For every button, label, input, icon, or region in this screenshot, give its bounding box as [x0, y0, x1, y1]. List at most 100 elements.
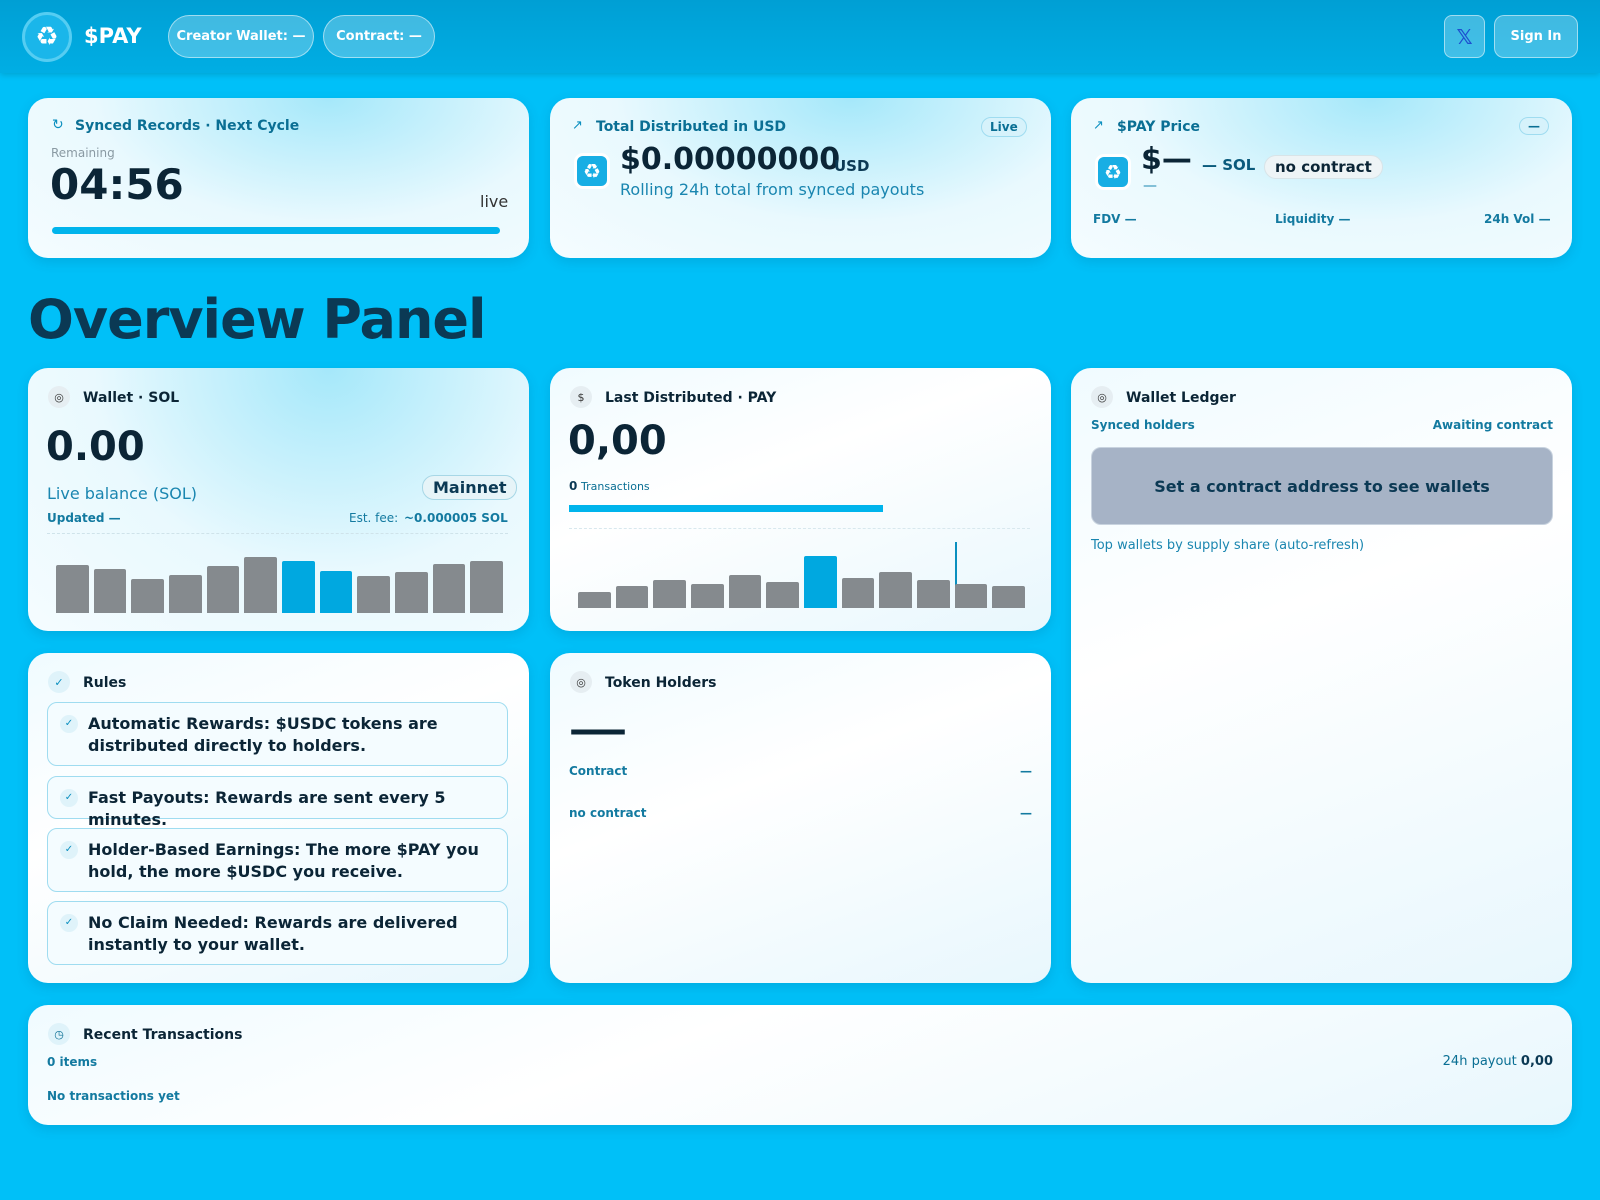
- bar: [282, 561, 315, 613]
- holder-count: —: [568, 707, 628, 753]
- price: $—: [1141, 142, 1192, 177]
- bar: [357, 576, 390, 613]
- icon: $: [570, 386, 592, 408]
- row-label: no contract: [569, 806, 647, 820]
- change-badge: —: [1519, 117, 1549, 135]
- rule-text: No Claim Needed: Rewards are delivered i…: [88, 913, 458, 954]
- icon: ◷: [48, 1023, 70, 1045]
- rule-item: ✓ No Claim Needed: Rewards are delivered …: [47, 901, 508, 965]
- payout: 24h payout 0,00: [1443, 1054, 1553, 1069]
- holders-card: ◎ Token Holders — Contract — no contract…: [550, 653, 1051, 983]
- check: ✓: [60, 715, 78, 733]
- card-title: Last Distributed · PAY: [605, 390, 777, 406]
- icon: ↗: [572, 118, 583, 133]
- card-title: Token Holders: [605, 675, 717, 691]
- icon: ◎: [570, 671, 592, 693]
- ledger-card: ◎ Wallet Ledger Synced holders Awaiting …: [1071, 368, 1572, 983]
- fdv: FDV —: [1093, 212, 1137, 226]
- bar: [395, 572, 428, 613]
- creator-wallet-button[interactable]: Creator Wallet: —: [168, 15, 314, 58]
- volume: 24h Vol —: [1484, 212, 1551, 226]
- row-value: —: [1020, 764, 1032, 778]
- icon: ◎: [1091, 386, 1113, 408]
- bar: [728, 575, 762, 608]
- bar: [653, 580, 686, 608]
- card-title: Total Distributed in USD: [596, 119, 787, 135]
- bar: [804, 556, 837, 608]
- bar: [432, 564, 466, 613]
- rules-card: ✓ Rules ✓ Automatic Rewards: $USDC tokens…: [28, 653, 529, 983]
- card-title: Synced Records · Next Cycle: [75, 118, 300, 134]
- remaining-label: Remaining: [51, 146, 115, 160]
- brand: $PAY: [84, 24, 142, 48]
- synced-holders: Synced holders: [1091, 418, 1195, 432]
- payout-label: 24h payout: [1442, 1054, 1517, 1069]
- cursor-line: [955, 542, 957, 590]
- tx-label: Transactions: [581, 480, 650, 493]
- page-title: Overview Panel: [28, 288, 487, 351]
- amount: 0,00: [568, 418, 667, 464]
- check: ✓: [60, 789, 78, 807]
- divider: [569, 528, 1030, 529]
- countdown: 04:56: [50, 160, 184, 209]
- progress-bar: [569, 505, 883, 512]
- bar: [615, 586, 649, 608]
- transactions-card: ◷ Recent Transactions 0 items 24h payout…: [28, 1005, 1572, 1125]
- x-link[interactable]: 𝕏: [1444, 15, 1485, 58]
- bar: [131, 579, 164, 613]
- card-title: Wallet Ledger: [1126, 390, 1236, 406]
- caption: Rolling 24h total from synced payouts: [620, 180, 925, 199]
- rule-item: ✓ Automatic Rewards: $USDC tokens are dis…: [47, 702, 508, 766]
- contract-button[interactable]: Contract: —: [323, 15, 435, 58]
- bar: [879, 572, 912, 608]
- caption: Live balance (SOL): [47, 484, 197, 503]
- contract-pill: no contract: [1264, 155, 1383, 179]
- tx-count: 0: [569, 479, 578, 493]
- fee-label: Est. fee:: [349, 511, 399, 525]
- liquidity: Liquidity —: [1275, 212, 1351, 226]
- top-bar: ♻ $PAY Creator Wallet: — Contract: — 𝕏 S…: [0, 0, 1600, 73]
- rule-item: ✓ Fast Payouts: Rewards are sent every 5 …: [47, 776, 508, 829]
- bar: [56, 565, 89, 613]
- live-badge: Live: [981, 117, 1027, 137]
- bar: [766, 582, 799, 608]
- check: ✓: [60, 914, 78, 932]
- sol-price: — SOL: [1202, 156, 1256, 174]
- bar: [169, 575, 202, 613]
- bar: [319, 571, 353, 613]
- icon: ↗: [1093, 118, 1104, 133]
- logo: ♻: [22, 12, 72, 62]
- row-label: Contract: [569, 764, 628, 778]
- icon: ↻: [52, 117, 64, 133]
- bar: [917, 580, 950, 608]
- card-title: Wallet · SOL: [83, 390, 180, 406]
- bar: [954, 584, 988, 608]
- wallet-card: ◎ Wallet · SOL 0.00 Mainnet Live balance…: [28, 368, 529, 631]
- bar: [841, 578, 875, 608]
- sparkline: [56, 553, 508, 613]
- icon: ◎: [48, 386, 70, 408]
- sign-in-button[interactable]: Sign In: [1494, 15, 1578, 58]
- bar: [691, 584, 724, 608]
- bar: [206, 566, 240, 613]
- check: ✓: [60, 841, 78, 859]
- sparkline: [578, 548, 1030, 608]
- bar: [992, 586, 1025, 608]
- unit: USD: [834, 157, 870, 175]
- rule-text: Fast Payouts: Rewards are sent every 5 m…: [88, 788, 446, 829]
- rule-text: Automatic Rewards: $USDC tokens are dist…: [88, 714, 438, 755]
- price-change: —: [1143, 178, 1157, 194]
- card-title: Rules: [83, 675, 127, 691]
- fee: ~0.000005 SOL: [404, 511, 508, 525]
- bar: [244, 557, 277, 613]
- updated: Updated —: [47, 511, 121, 525]
- icon: ✓: [48, 671, 70, 693]
- distributed-card: ↗ Total Distributed in USD Live ♻ $0.000…: [550, 98, 1051, 258]
- empty-state: No transactions yet: [47, 1089, 180, 1103]
- awaiting-contract: Awaiting contract: [1432, 418, 1553, 432]
- amount: $0.00000000: [620, 142, 841, 177]
- bar: [93, 569, 127, 613]
- payout-value: 0,00: [1520, 1054, 1553, 1069]
